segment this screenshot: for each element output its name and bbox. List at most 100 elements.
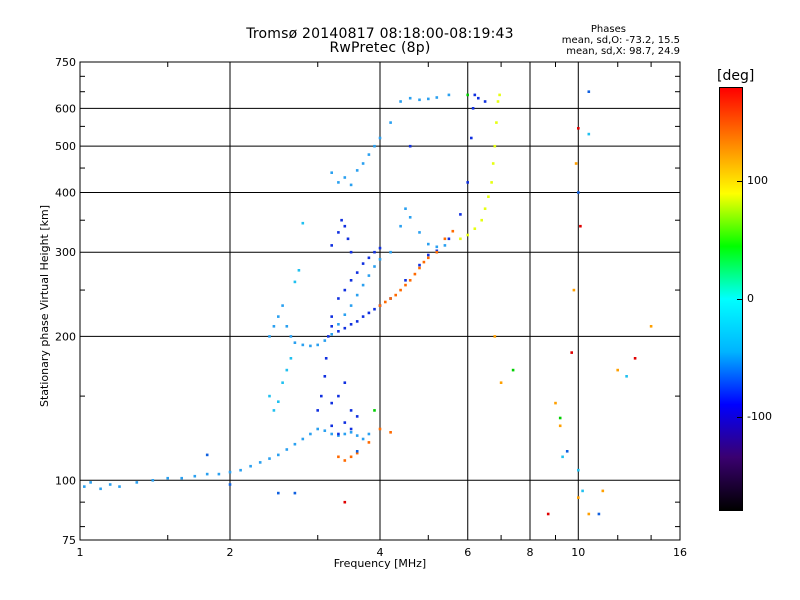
data-point [546, 512, 550, 516]
data-point [272, 409, 276, 412]
data-point [373, 307, 376, 311]
data-point [511, 368, 515, 372]
data-point [473, 227, 477, 230]
data-point [228, 470, 232, 474]
data-point [649, 325, 653, 328]
data-points [83, 90, 653, 516]
x-tick-label: 10 [571, 546, 585, 559]
data-point [493, 144, 497, 148]
data-point [337, 394, 340, 398]
data-point [471, 107, 475, 110]
data-point [301, 437, 305, 441]
data-point [404, 279, 407, 282]
y-axis-label: Stationary phase Virtual Height [km] [38, 205, 51, 407]
data-point [151, 479, 155, 482]
data-point [249, 464, 252, 468]
phases-o-stats: mean, sd,O: -73.2, 15.5 [561, 35, 680, 46]
data-point [330, 244, 333, 247]
data-point [389, 431, 392, 434]
data-point [268, 335, 271, 338]
x-tick-label: 6 [464, 546, 471, 559]
data-point [343, 176, 347, 179]
data-point [361, 437, 365, 441]
data-point [272, 325, 276, 328]
data-point [581, 489, 584, 493]
data-point [399, 224, 402, 228]
data-point [330, 401, 333, 405]
data-point [343, 288, 347, 292]
data-point [577, 127, 580, 130]
data-point [418, 263, 421, 267]
colorbar-tick-label: 0 [747, 292, 754, 305]
data-point [496, 100, 500, 103]
data-point [565, 450, 569, 453]
data-point [349, 183, 353, 187]
data-point [361, 162, 365, 165]
data-point [451, 229, 455, 233]
data-point [343, 421, 347, 424]
chart-subtitle: RwPretec (8p) [329, 40, 431, 56]
data-point [561, 455, 564, 459]
data-point [337, 231, 340, 234]
data-point [349, 304, 353, 307]
data-point [337, 323, 340, 326]
data-point [367, 441, 371, 444]
data-point [277, 400, 280, 403]
data-point [337, 455, 340, 459]
data-point [355, 451, 359, 455]
data-point [258, 461, 262, 464]
data-point [399, 288, 402, 292]
chart-title: Tromsø 20140817 08:18:00-08:19:43 [246, 26, 514, 42]
data-point [349, 279, 353, 282]
colorbar-tick-mark [737, 181, 743, 182]
data-point [466, 181, 469, 184]
data-point [616, 368, 619, 372]
phases-x-stats: mean, sd,X: 98.7, 24.9 [566, 46, 680, 57]
data-point [558, 424, 562, 428]
x-tick-label: 8 [527, 546, 534, 559]
data-point [470, 136, 473, 140]
data-point [323, 429, 327, 432]
data-point [330, 315, 333, 318]
data-point [493, 335, 497, 338]
colorbar-tick-label: -100 [747, 410, 772, 423]
grid-lines [80, 62, 680, 540]
data-point [572, 288, 576, 292]
data-point [309, 432, 312, 436]
data-point [408, 216, 412, 219]
data-point [355, 434, 359, 437]
data-point [355, 415, 359, 418]
data-point [404, 283, 407, 287]
data-point [324, 357, 328, 360]
data-point [473, 93, 477, 97]
data-point [285, 325, 289, 328]
data-point [427, 97, 430, 101]
data-point [323, 375, 327, 378]
data-point [587, 90, 591, 93]
data-point [427, 242, 430, 246]
data-point [118, 485, 121, 488]
plot-frame [79, 61, 681, 541]
data-point [378, 258, 382, 261]
colorbar-unit-label: [deg] [717, 68, 755, 84]
x-tick-label: 4 [377, 546, 384, 559]
data-point [293, 491, 297, 495]
data-point [277, 453, 280, 457]
data-point [323, 339, 327, 342]
data-point [89, 481, 92, 484]
data-point [99, 487, 102, 491]
data-point [408, 144, 412, 148]
data-point [389, 250, 392, 254]
data-point [108, 483, 112, 486]
data-point [361, 283, 365, 287]
data-point [587, 132, 591, 136]
data-point [289, 357, 293, 360]
data-point [327, 335, 330, 338]
data-point [587, 512, 591, 516]
data-point [427, 256, 430, 260]
y-tick-label: 500 [55, 140, 76, 153]
data-point [297, 269, 301, 272]
data-point [343, 500, 347, 504]
data-point [404, 207, 407, 210]
